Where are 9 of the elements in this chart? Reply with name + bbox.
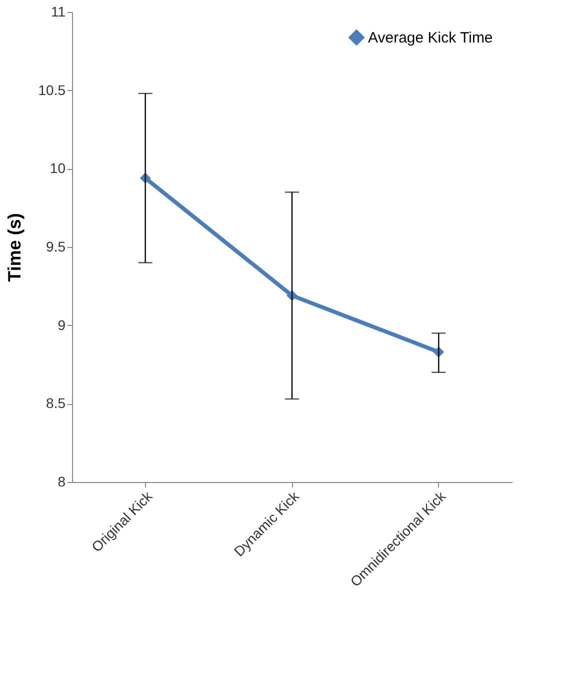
- y-tick-label: 8.5: [46, 395, 66, 412]
- y-tick-label: 9.5: [46, 238, 66, 254]
- legend-label: Average Kick Time: [368, 30, 493, 46]
- y-tick-label: 9: [58, 316, 66, 333]
- y-tick-label: 10: [50, 160, 66, 176]
- y-axis-title: Time (s): [4, 213, 24, 282]
- y-tick-label: 8: [58, 474, 66, 490]
- y-tick-label: 10.5: [38, 82, 66, 98]
- y-tick-label: 11: [50, 4, 66, 20]
